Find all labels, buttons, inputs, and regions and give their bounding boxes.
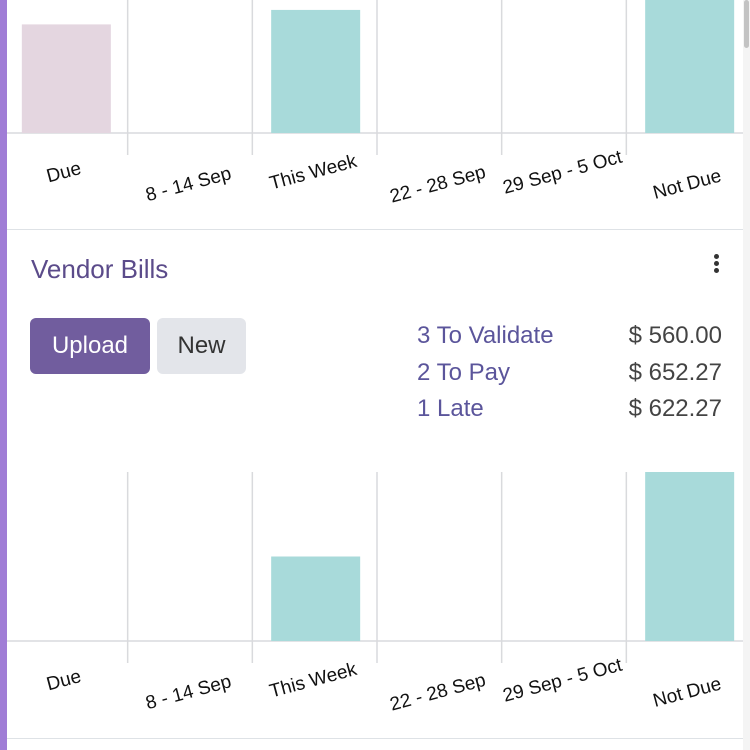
journal-accent-bar [0, 0, 7, 750]
card-title[interactable]: Vendor Bills [31, 254, 169, 284]
x-tick-label: 22 - 28 Sep [388, 670, 488, 716]
x-tick-label: This Week [267, 151, 359, 195]
kebab-vertical-icon[interactable] [706, 252, 726, 278]
bar-2 [271, 9, 361, 134]
to-pay-link[interactable]: 2 To Pay [417, 358, 510, 386]
upload-button[interactable]: Upload [30, 318, 150, 374]
bills-summary: 3 To Validate $ 560.00 2 To Pay $ 652.27… [417, 322, 722, 432]
to-validate-amount: $ 560.00 [628, 322, 722, 349]
summary-row-late: 1 Late $ 622.27 [417, 395, 722, 432]
scrollbar[interactable] [743, 0, 750, 750]
vendor-bills-chart: Due 8 - 14 Sep This Week 22 - 28 Sep 29 Sep … [7, 472, 743, 738]
to-validate-link[interactable]: 3 To Validate [417, 322, 554, 349]
chart-svg: Due 8 - 14 Sep This Week 22 - 28 Sep 29 Sep … [7, 472, 743, 716]
card-divider-bottom [7, 738, 743, 739]
new-button[interactable]: New [157, 318, 246, 374]
bar-2 [271, 556, 361, 641]
late-link[interactable]: 1 Late [417, 395, 484, 422]
bar-0 [21, 24, 111, 133]
x-tick-label: 8 - 14 Sep [144, 671, 234, 714]
x-tick-label: 29 Sep - 5 Oct [501, 147, 625, 199]
summary-row-to-validate: 3 To Validate $ 560.00 [417, 322, 722, 359]
x-tick-label: Not Due [651, 674, 724, 712]
bar-5 [645, 472, 735, 641]
x-tick-label: Due [44, 666, 83, 695]
x-tick-label: 8 - 14 Sep [144, 163, 234, 206]
x-tick-label: This Week [267, 659, 359, 703]
summary-row-to-pay: 2 To Pay $ 652.27 [417, 359, 722, 396]
x-tick-label: Due [44, 158, 83, 187]
chart-svg: Due 8 - 14 Sep This Week 22 - 28 Sep 29 Sep … [7, 0, 743, 208]
x-tick-label: 22 - 28 Sep [388, 162, 488, 208]
bar-5 [645, 0, 735, 134]
x-tick-label: 29 Sep - 5 Oct [501, 655, 625, 707]
to-pay-amount: $ 652.27 [628, 358, 722, 386]
card-divider [7, 229, 743, 230]
late-amount: $ 622.27 [628, 395, 722, 422]
previous-journal-chart: Due 8 - 14 Sep This Week 22 - 28 Sep 29 Sep … [7, 0, 743, 228]
scrollbar-thumb[interactable] [744, 0, 749, 48]
x-tick-label: Not Due [651, 166, 724, 204]
